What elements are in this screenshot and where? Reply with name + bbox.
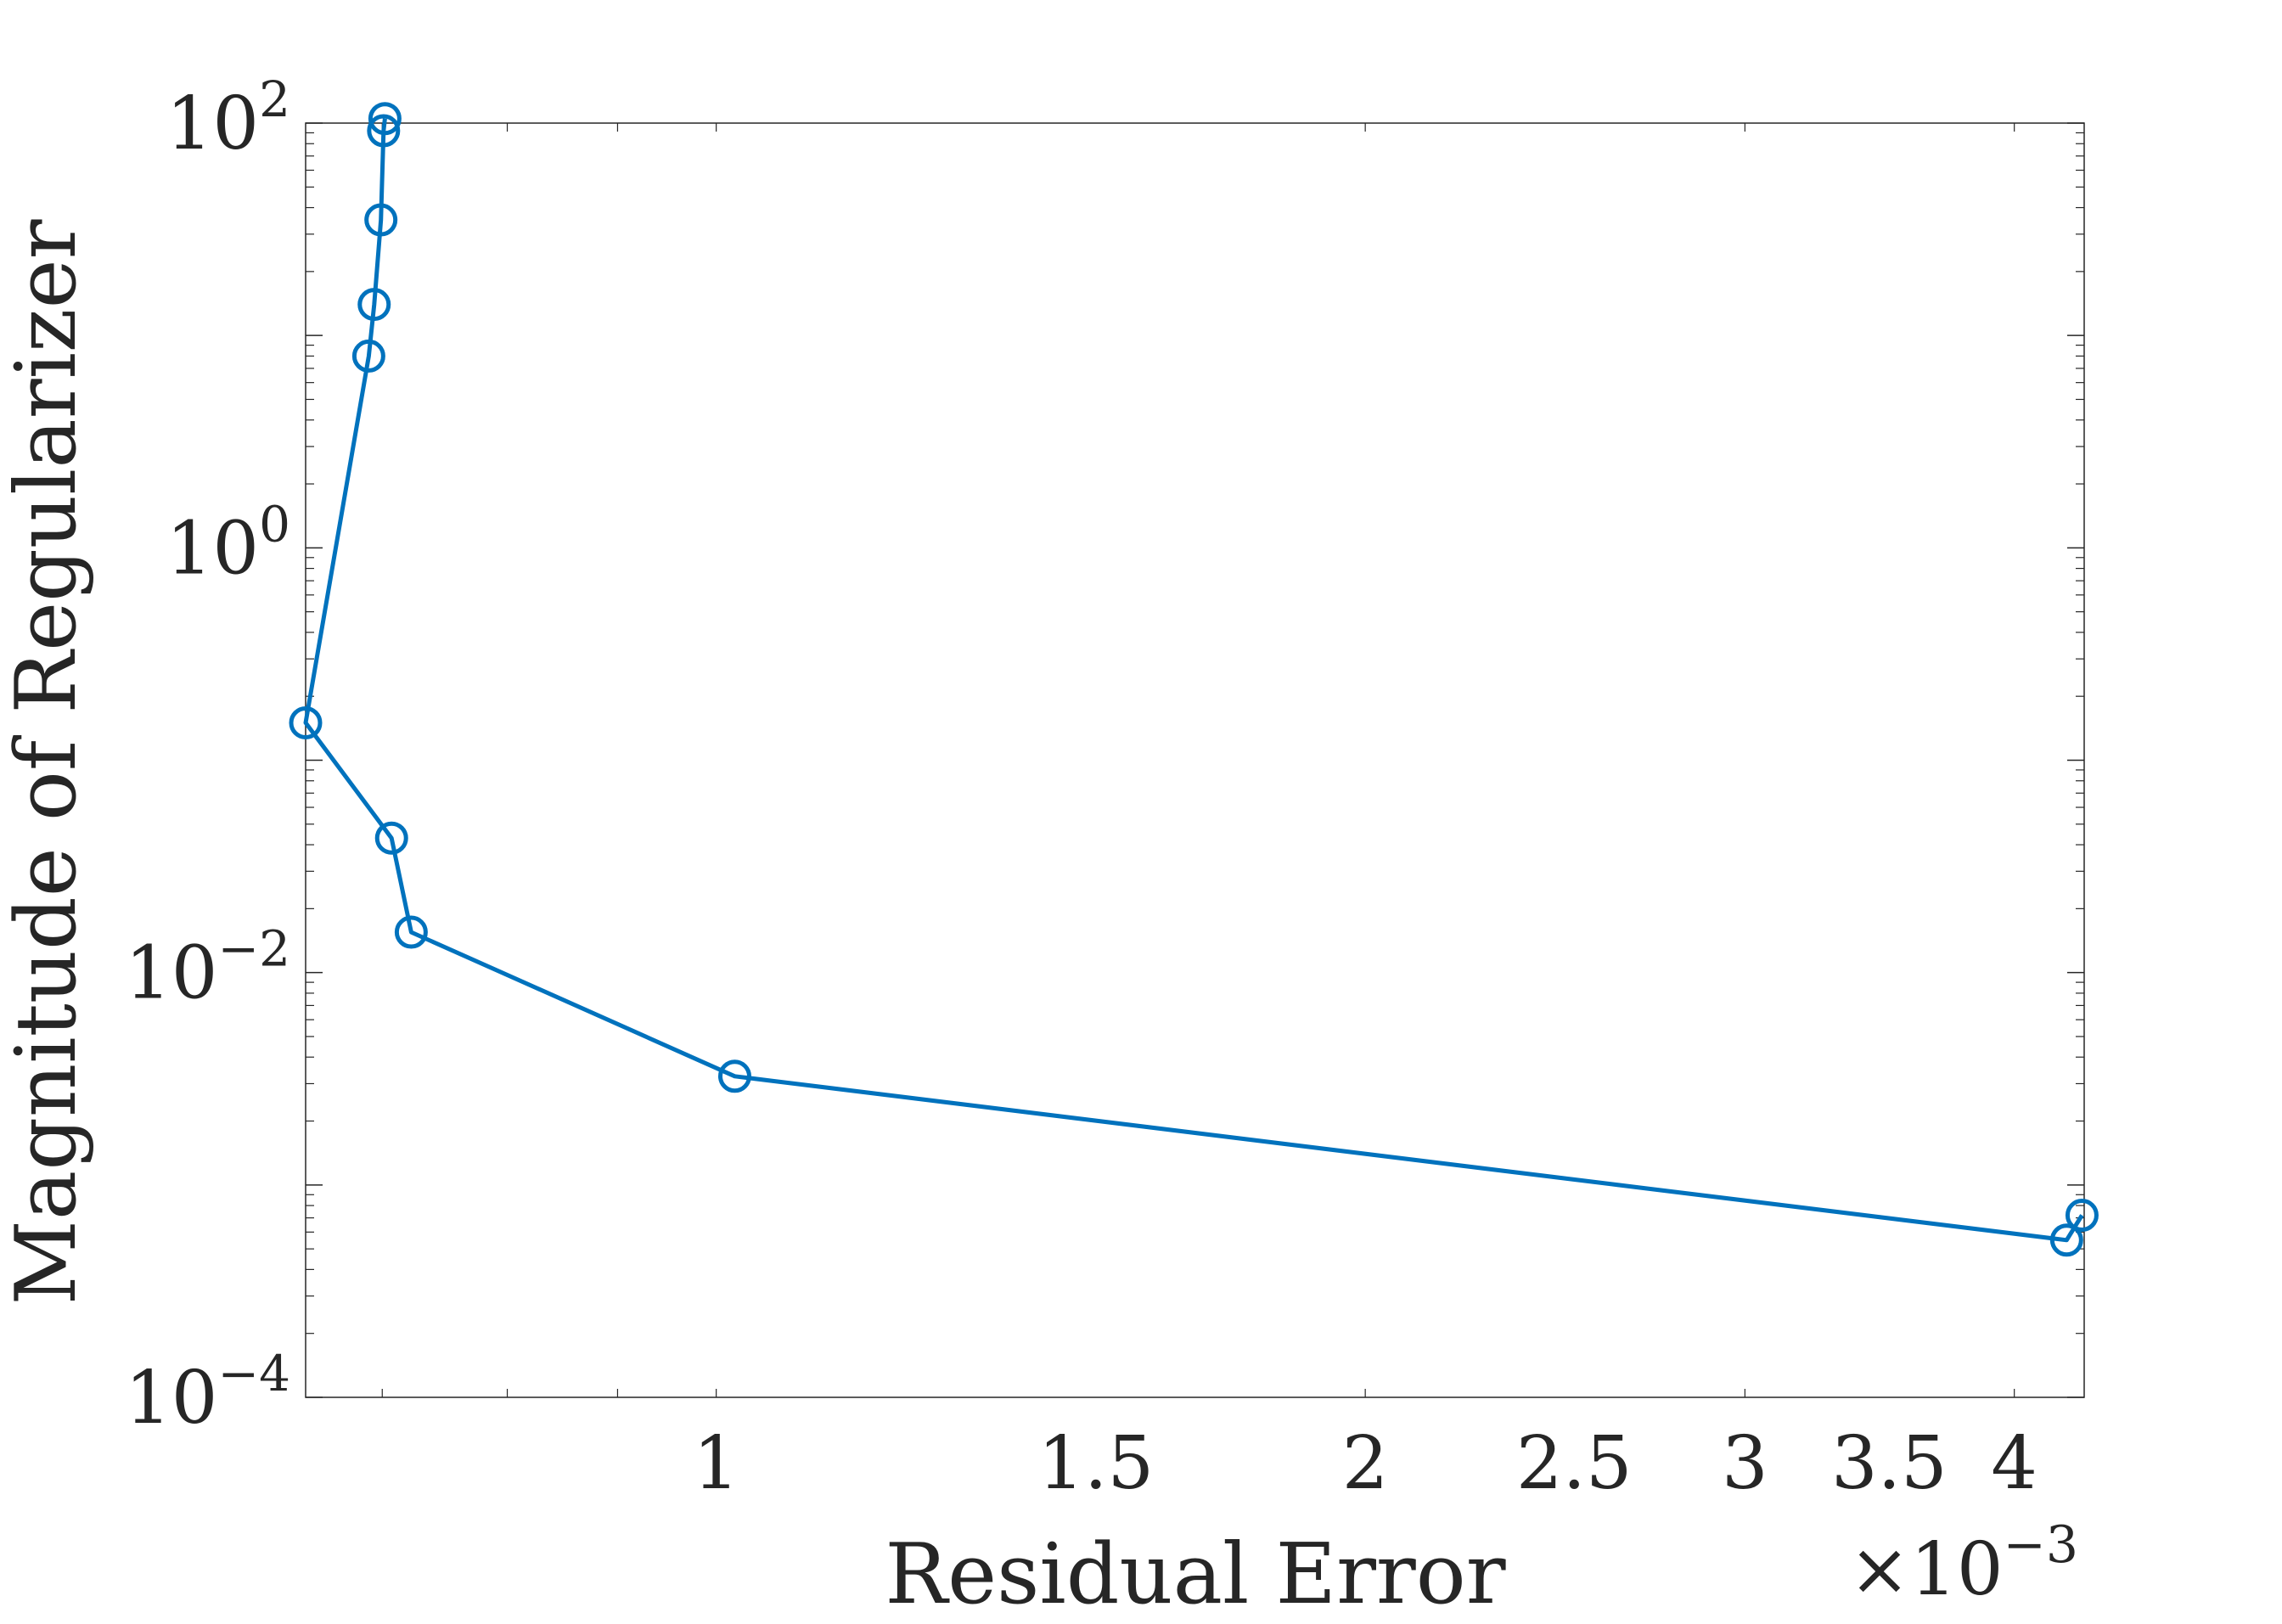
y-tick-label: 100 xyxy=(166,495,290,591)
y-tick-labels: 10−4 10−2 100 102 xyxy=(125,70,290,1441)
x-tick-label: 4 xyxy=(1991,1421,2038,1506)
data-point-marker xyxy=(394,915,428,949)
y-tick-label: 10−2 xyxy=(125,920,290,1016)
x-tick-label: 2 xyxy=(1342,1421,1389,1506)
data-point-marker xyxy=(717,1059,751,1093)
plot-area-box xyxy=(305,122,2085,1398)
x-tick-labels: 1 1.5 2 2.5 3 3.5 4 xyxy=(693,1421,2038,1506)
data-point-marker xyxy=(364,203,398,237)
data-point-marker xyxy=(351,339,385,373)
y-tick-label: 102 xyxy=(166,70,290,166)
x-tick-label: 3.5 xyxy=(1831,1421,1948,1506)
data-point-marker xyxy=(289,705,323,739)
data-point-marker xyxy=(368,102,402,136)
x-multiplier-base: ×10 xyxy=(1849,1527,2004,1612)
data-point-marker xyxy=(2049,1223,2083,1257)
x-tick-label: 1 xyxy=(693,1421,739,1506)
x-axis-label: Residual Error xyxy=(885,1526,1505,1620)
y-axis-label: Magnitude of Regularizer xyxy=(0,219,95,1305)
data-point-marker xyxy=(357,288,391,322)
data-point-marker xyxy=(367,114,401,148)
x-tick-label: 1.5 xyxy=(1037,1421,1154,1506)
y-tick-label: 10−4 xyxy=(125,1345,290,1441)
x-multiplier-exponent: −3 xyxy=(2004,1515,2078,1575)
series-layer xyxy=(289,102,2099,1257)
major-ticks xyxy=(306,122,2084,1398)
series-line xyxy=(303,118,2084,1243)
minor-ticks xyxy=(306,123,2084,1397)
x-tick-label: 2.5 xyxy=(1516,1421,1633,1506)
x-axis-multiplier: ×10−3 xyxy=(1849,1515,2078,1612)
x-tick-label: 3 xyxy=(1722,1421,1768,1506)
data-point-marker xyxy=(2065,1199,2099,1233)
data-point-marker xyxy=(374,821,408,855)
